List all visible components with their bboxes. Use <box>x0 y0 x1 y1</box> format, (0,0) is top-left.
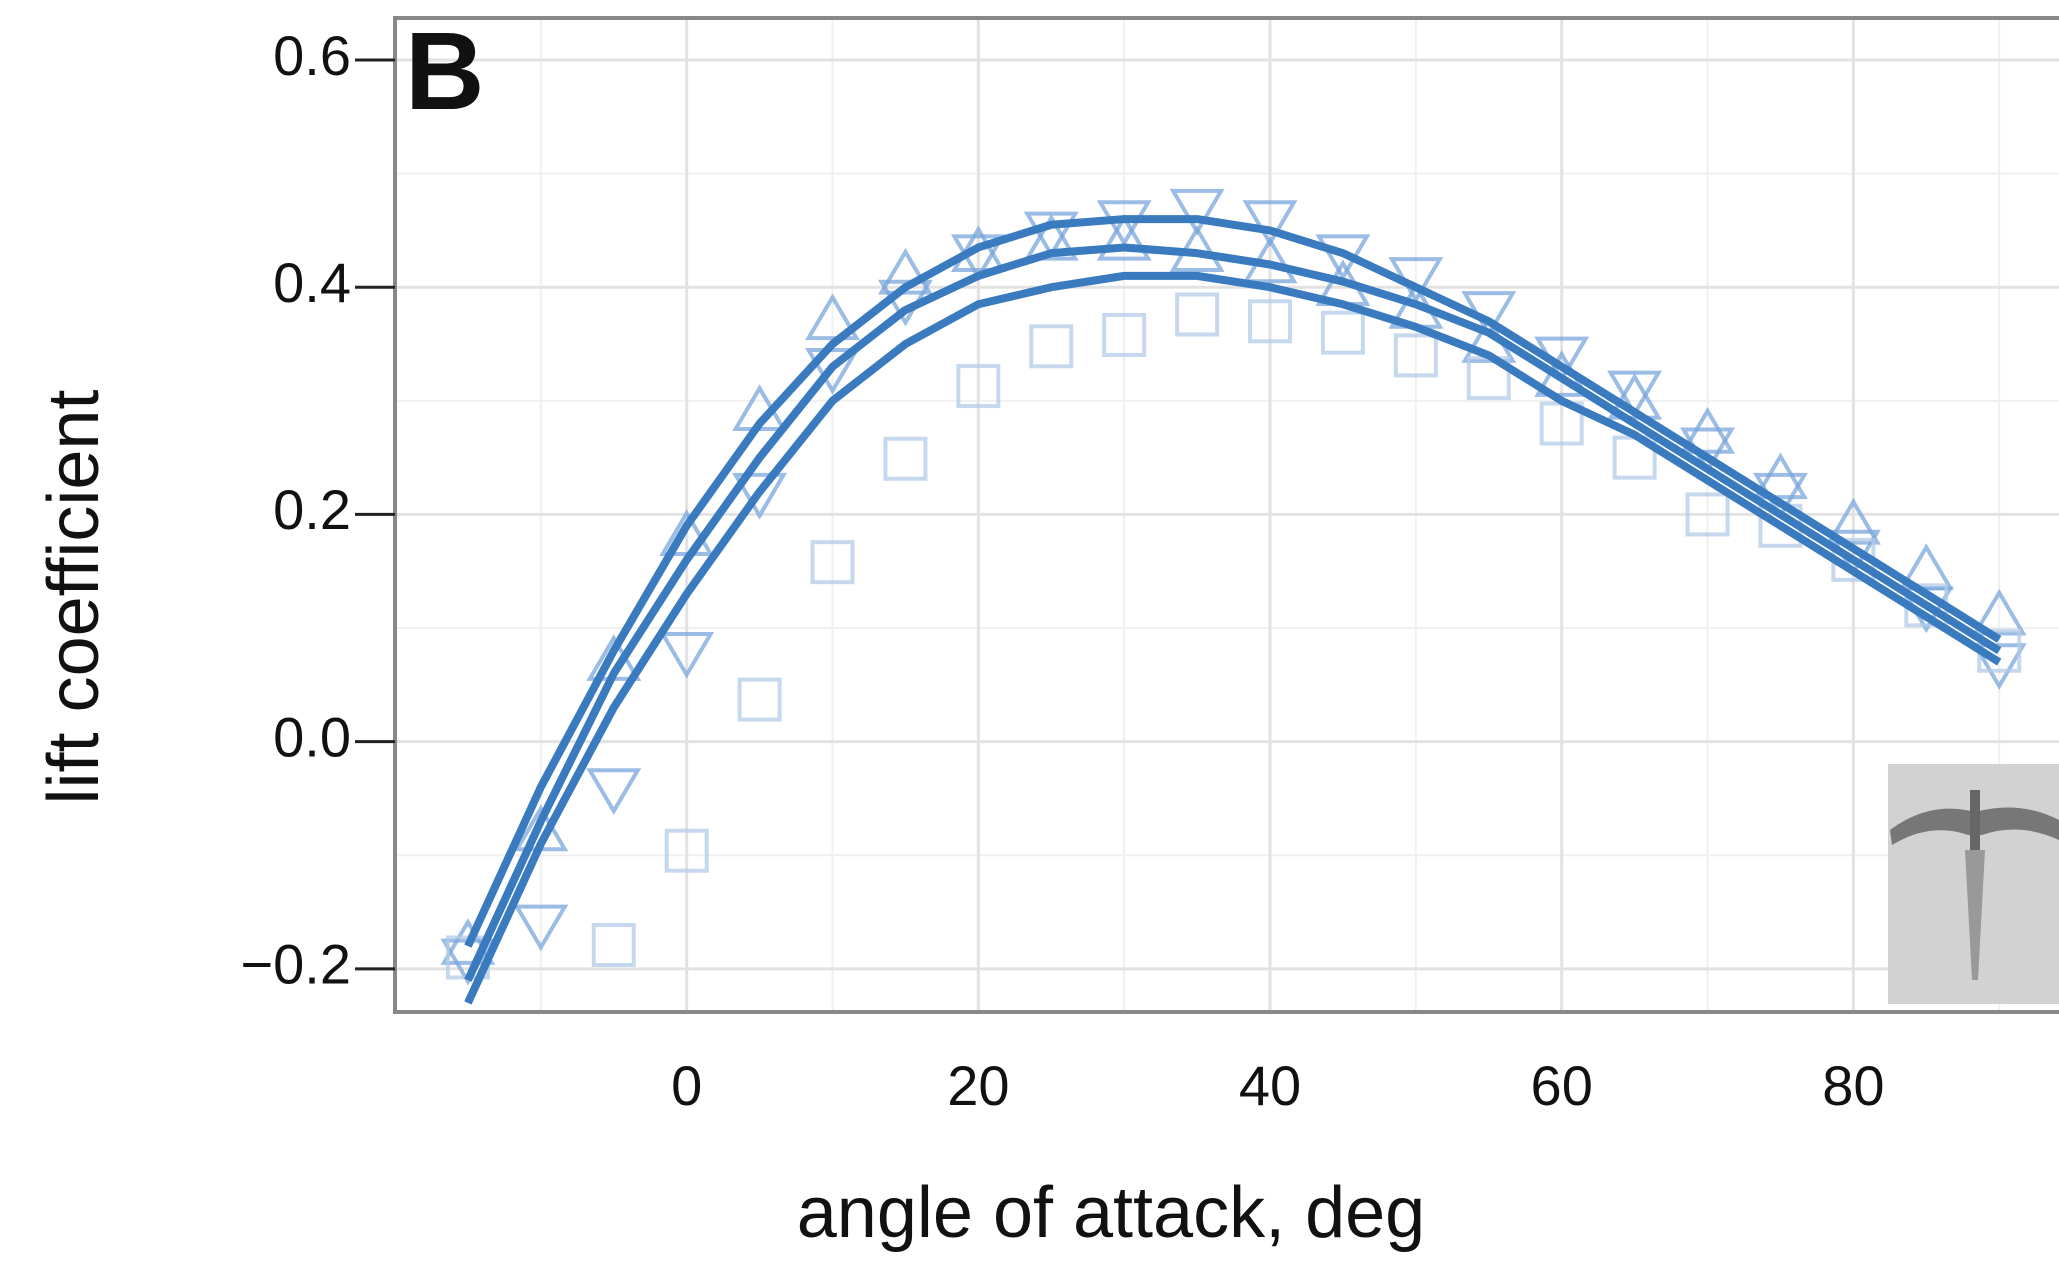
square-marker <box>591 922 636 967</box>
y-tick-label: 0.2 <box>273 478 351 541</box>
triangle-down-marker <box>586 768 642 816</box>
triangle-up-marker <box>1971 588 2027 636</box>
x-tick-label: 20 <box>947 1054 1009 1117</box>
square-marker <box>1029 324 1074 369</box>
square-marker <box>1102 312 1147 357</box>
triangle-down-marker <box>659 631 715 679</box>
x-tick-label: 60 <box>1531 1054 1593 1117</box>
square-marker <box>1175 292 1220 337</box>
square-marker <box>1248 299 1293 344</box>
marks <box>440 188 2027 1005</box>
y-tick-label: 0.6 <box>273 24 351 87</box>
y-tick-label: 0.0 <box>273 705 351 768</box>
inset-photo <box>1888 764 2059 1004</box>
triangle-up-marker <box>1607 372 1663 420</box>
square-marker <box>664 828 709 873</box>
triangle-down-marker <box>1023 211 1079 259</box>
triangle-up-marker <box>1023 213 1079 261</box>
y-tick-label: −0.2 <box>240 933 351 996</box>
triangle-up-marker <box>1096 213 1152 261</box>
square-marker <box>956 364 1001 409</box>
triangle-up-marker <box>877 247 933 295</box>
square-marker <box>810 540 855 585</box>
x-tick-label: 80 <box>1822 1054 1884 1117</box>
triangle-down-marker <box>1169 188 1225 236</box>
triangle-down-marker <box>1971 643 2027 691</box>
square-marker <box>883 436 928 481</box>
square-marker <box>1320 310 1365 355</box>
triangle-down-marker <box>1242 200 1298 248</box>
triangle-down-marker <box>1607 370 1663 418</box>
y-tick-label: 0.4 <box>273 251 351 314</box>
y-axis-title: lift coefficient <box>34 390 114 805</box>
square-marker <box>737 677 782 722</box>
x-tick-label: 40 <box>1239 1054 1301 1117</box>
x-tick-label: 0 <box>671 1054 702 1117</box>
fit-line <box>464 243 2002 982</box>
square-marker <box>1393 333 1438 378</box>
grid <box>395 18 2059 1012</box>
triangle-up-marker <box>805 293 861 341</box>
x-axis-title: angle of attack, deg <box>797 1173 1425 1253</box>
square-marker <box>1685 492 1730 537</box>
fit-line <box>464 215 2002 948</box>
triangle-up-marker <box>1825 497 1881 545</box>
fit-line <box>464 271 2002 1005</box>
triangle-down-marker <box>732 472 788 520</box>
triangle-down-marker <box>805 347 861 395</box>
triangle-down-marker <box>513 904 569 952</box>
panel-label: B <box>405 10 484 133</box>
